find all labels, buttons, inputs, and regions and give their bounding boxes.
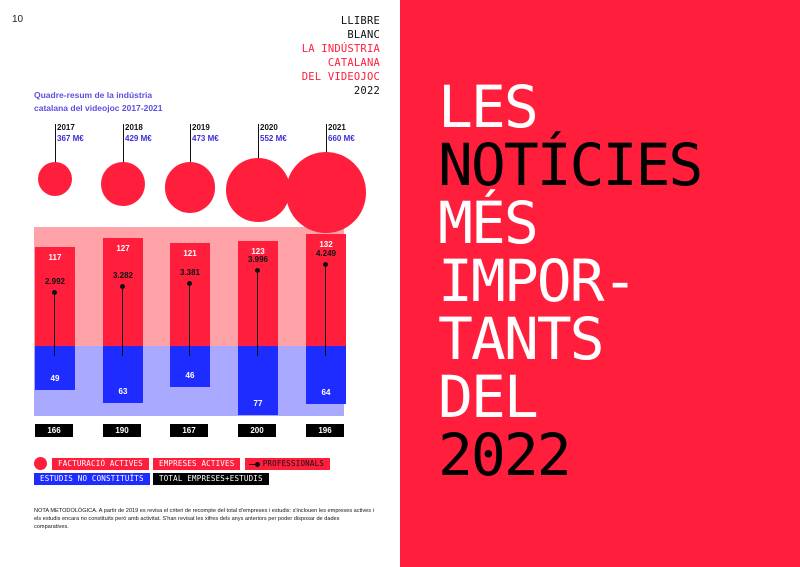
professionals-line: [189, 284, 190, 356]
total-value: 166: [35, 424, 73, 437]
studios-bar: [238, 346, 278, 416]
professionals-value: 3.996: [247, 254, 269, 264]
legend-studios: ESTUDIS NO CONSTITUÏTS: [34, 473, 150, 485]
studios-bar: [170, 346, 210, 388]
headline-line: NOTÍCIES: [438, 131, 703, 199]
legend-professionals-label: PROFESSIONALS: [262, 459, 325, 468]
chart-title-line: catalana del videojoc 2017-2021: [34, 103, 163, 113]
professionals-value: 3.381: [179, 268, 201, 278]
professionals-dot: [187, 281, 192, 287]
professionals-marker-icon: [249, 461, 260, 467]
year-label: 2019: [192, 123, 210, 132]
year-label: 2021: [328, 123, 346, 132]
brand-line: LA INDÚSTRIA: [301, 43, 380, 55]
revenue-label: 552 M€: [260, 134, 287, 143]
professionals-line: [325, 265, 326, 356]
headline-line: LES: [438, 73, 539, 141]
revenue-circle: [38, 162, 72, 196]
companies-value: 121: [183, 249, 197, 259]
chart-title: Quadre-resum de la indústria catalana de…: [34, 89, 234, 115]
professionals-value: 2.992: [44, 277, 66, 286]
professionals-value: 3.282: [112, 270, 134, 280]
brand-line: BLANC: [347, 29, 380, 41]
revenue-circle: [164, 162, 216, 213]
professionals-value: 4.249: [315, 249, 337, 259]
professionals-dot: [255, 267, 260, 273]
companies-value: 132: [319, 239, 333, 249]
revenue-circle: [285, 152, 367, 233]
professionals-line: [122, 286, 123, 356]
headline-line: TANTS: [438, 305, 605, 373]
professionals-dot: [323, 262, 328, 268]
legend-revenue-dot: [34, 457, 47, 470]
revenue-circle: [101, 162, 145, 206]
companies-bar: [238, 241, 278, 346]
revenue-label: 429 M€: [125, 134, 152, 143]
studios-bar: [35, 346, 75, 391]
revenue-connector: [258, 124, 259, 190]
companies-bar: [103, 238, 143, 346]
studios-value: 64: [321, 387, 331, 397]
headline-line: 2022: [438, 421, 572, 489]
legend-companies: EMPRESES ACTIVES: [153, 458, 241, 470]
revenue-connector: [123, 124, 124, 184]
companies-value: 117: [48, 252, 62, 262]
revenue-label: 473 M€: [192, 134, 219, 143]
year-label: 2017: [57, 123, 75, 132]
companies-bar: [170, 243, 210, 346]
companies-bar: [306, 233, 346, 346]
legend-revenue: FACTURACIÓ ACTIVES: [52, 458, 149, 470]
legend-professionals: PROFESSIONALS: [245, 458, 331, 470]
headline: LES NOTÍCIES MÉS IMPOR- TANTS DEL 2022: [438, 73, 703, 489]
headline-line: IMPOR-: [438, 247, 638, 315]
total-value: 196: [306, 424, 344, 437]
brand-line: LLIBRE: [340, 15, 380, 27]
companies-value: 127: [116, 244, 130, 254]
professionals-line: [257, 270, 258, 356]
brand-block: LLIBRE BLANC LA INDÚSTRIA CATALANA DEL V…: [302, 14, 380, 98]
legend-total: TOTAL EMPRESES+ESTUDIS: [153, 473, 269, 485]
total-value: 200: [238, 424, 276, 437]
studios-bar: [306, 346, 346, 404]
revenue-circle: [226, 158, 290, 222]
total-value: 167: [170, 424, 208, 437]
brand-line: DEL VIDEOJOC: [301, 71, 380, 83]
companies-value: 123: [251, 247, 265, 257]
studios-value: 49: [50, 374, 60, 384]
brand-line: CATALANA: [327, 57, 380, 69]
revenue-connector: [190, 124, 191, 188]
studios-bar: [103, 346, 143, 403]
headline-line: DEL: [438, 363, 539, 431]
professionals-line: [54, 293, 55, 356]
total-value: 190: [103, 424, 141, 437]
brand-line: 2022: [353, 85, 380, 97]
revenue-connector: [55, 124, 56, 179]
professionals-dot: [120, 283, 125, 289]
year-label: 2018: [125, 123, 143, 132]
studios-value: 63: [118, 386, 128, 396]
professionals-dot: [52, 290, 57, 295]
methodology-note: NOTA METODOLÒGICA. A partir de 2019 es r…: [34, 508, 374, 530]
left-page: 10 LLIBRE BLANC LA INDÚSTRIA CATALANA DE…: [12, 14, 380, 530]
year-label: 2020: [260, 123, 278, 132]
revenue-label: 660 M€: [328, 134, 355, 143]
studios-value: 46: [185, 371, 195, 381]
headline-line: MÉS: [438, 189, 539, 257]
companies-bar: [35, 246, 75, 346]
chart-title-line: Quadre-resum de la indústria: [34, 90, 153, 100]
revenue-label: 367 M€: [57, 134, 84, 143]
right-page: [400, 0, 800, 567]
page-number: 10: [12, 14, 24, 25]
studios-value: 77: [253, 399, 263, 409]
